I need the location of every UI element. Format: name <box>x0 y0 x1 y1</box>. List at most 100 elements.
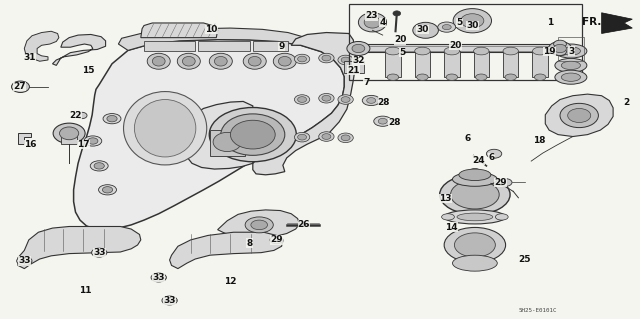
Text: 30: 30 <box>466 21 479 30</box>
Ellipse shape <box>438 22 456 32</box>
Bar <box>358 44 560 52</box>
Ellipse shape <box>387 74 399 80</box>
Ellipse shape <box>555 58 587 72</box>
Ellipse shape <box>362 95 380 106</box>
Ellipse shape <box>53 123 85 144</box>
Polygon shape <box>545 94 613 137</box>
Text: 6: 6 <box>464 134 470 143</box>
Ellipse shape <box>322 55 331 61</box>
Text: 6: 6 <box>488 153 495 162</box>
Ellipse shape <box>442 214 454 220</box>
Polygon shape <box>74 40 344 230</box>
Ellipse shape <box>459 169 491 181</box>
Polygon shape <box>602 13 632 33</box>
Ellipse shape <box>341 135 350 141</box>
Text: 18: 18 <box>532 137 545 145</box>
Ellipse shape <box>102 187 113 193</box>
Text: 24: 24 <box>472 156 485 165</box>
Ellipse shape <box>95 250 104 255</box>
Ellipse shape <box>162 296 177 305</box>
Ellipse shape <box>294 54 310 64</box>
Ellipse shape <box>554 40 566 48</box>
Text: 26: 26 <box>298 220 310 229</box>
Bar <box>385 51 401 77</box>
Text: 23: 23 <box>365 11 378 20</box>
Ellipse shape <box>12 81 29 93</box>
Ellipse shape <box>385 47 401 55</box>
Ellipse shape <box>444 47 460 55</box>
Bar <box>415 51 430 77</box>
Ellipse shape <box>273 53 296 69</box>
Polygon shape <box>186 101 253 169</box>
Text: 29: 29 <box>494 178 507 187</box>
Ellipse shape <box>413 22 438 38</box>
Ellipse shape <box>374 116 392 126</box>
Text: 4: 4 <box>380 18 386 27</box>
Ellipse shape <box>440 175 510 214</box>
Text: 20: 20 <box>449 41 462 50</box>
Ellipse shape <box>338 95 353 104</box>
Ellipse shape <box>442 25 451 30</box>
Text: 28: 28 <box>388 118 401 127</box>
Ellipse shape <box>103 114 121 124</box>
Ellipse shape <box>444 227 506 263</box>
Bar <box>144 41 195 51</box>
Text: 33: 33 <box>93 248 106 257</box>
Ellipse shape <box>393 11 401 16</box>
Ellipse shape <box>454 233 495 257</box>
Ellipse shape <box>341 97 350 102</box>
Text: 12: 12 <box>224 277 237 286</box>
Text: 13: 13 <box>439 194 452 203</box>
Ellipse shape <box>298 56 307 62</box>
Ellipse shape <box>505 74 516 80</box>
Ellipse shape <box>243 53 266 69</box>
Ellipse shape <box>94 163 104 169</box>
Text: 30: 30 <box>416 25 429 34</box>
Polygon shape <box>24 31 59 61</box>
Ellipse shape <box>555 44 587 58</box>
Text: 21: 21 <box>347 66 360 75</box>
Bar <box>474 51 489 77</box>
Text: 5: 5 <box>399 48 405 57</box>
Bar <box>253 41 288 51</box>
Ellipse shape <box>555 70 587 84</box>
Ellipse shape <box>88 138 98 144</box>
Ellipse shape <box>134 100 196 157</box>
Ellipse shape <box>230 120 275 149</box>
Ellipse shape <box>561 73 580 81</box>
Text: 31: 31 <box>23 53 36 62</box>
Ellipse shape <box>107 115 117 122</box>
Bar <box>503 51 518 77</box>
Ellipse shape <box>461 14 484 28</box>
Text: 29: 29 <box>270 235 283 244</box>
Ellipse shape <box>77 112 87 119</box>
Ellipse shape <box>470 168 480 175</box>
Ellipse shape <box>554 44 566 53</box>
Ellipse shape <box>214 56 227 66</box>
Bar <box>61 135 77 144</box>
Ellipse shape <box>548 41 572 56</box>
Ellipse shape <box>165 298 174 303</box>
Bar <box>210 130 245 156</box>
Text: 17: 17 <box>77 140 90 149</box>
Ellipse shape <box>341 57 350 63</box>
Ellipse shape <box>444 210 506 224</box>
Text: 32: 32 <box>352 56 365 65</box>
Text: 27: 27 <box>13 82 26 91</box>
Ellipse shape <box>367 98 376 103</box>
Polygon shape <box>218 210 300 239</box>
Ellipse shape <box>476 74 487 80</box>
Ellipse shape <box>338 55 353 65</box>
Ellipse shape <box>451 180 499 209</box>
Text: 15: 15 <box>82 66 95 75</box>
Ellipse shape <box>248 56 261 66</box>
Text: 11: 11 <box>79 286 92 295</box>
Ellipse shape <box>476 159 484 163</box>
Text: 9: 9 <box>278 42 285 51</box>
Ellipse shape <box>417 74 428 80</box>
Ellipse shape <box>453 9 492 33</box>
Ellipse shape <box>209 108 296 162</box>
Ellipse shape <box>452 172 497 186</box>
Ellipse shape <box>561 61 580 70</box>
Ellipse shape <box>20 258 29 263</box>
